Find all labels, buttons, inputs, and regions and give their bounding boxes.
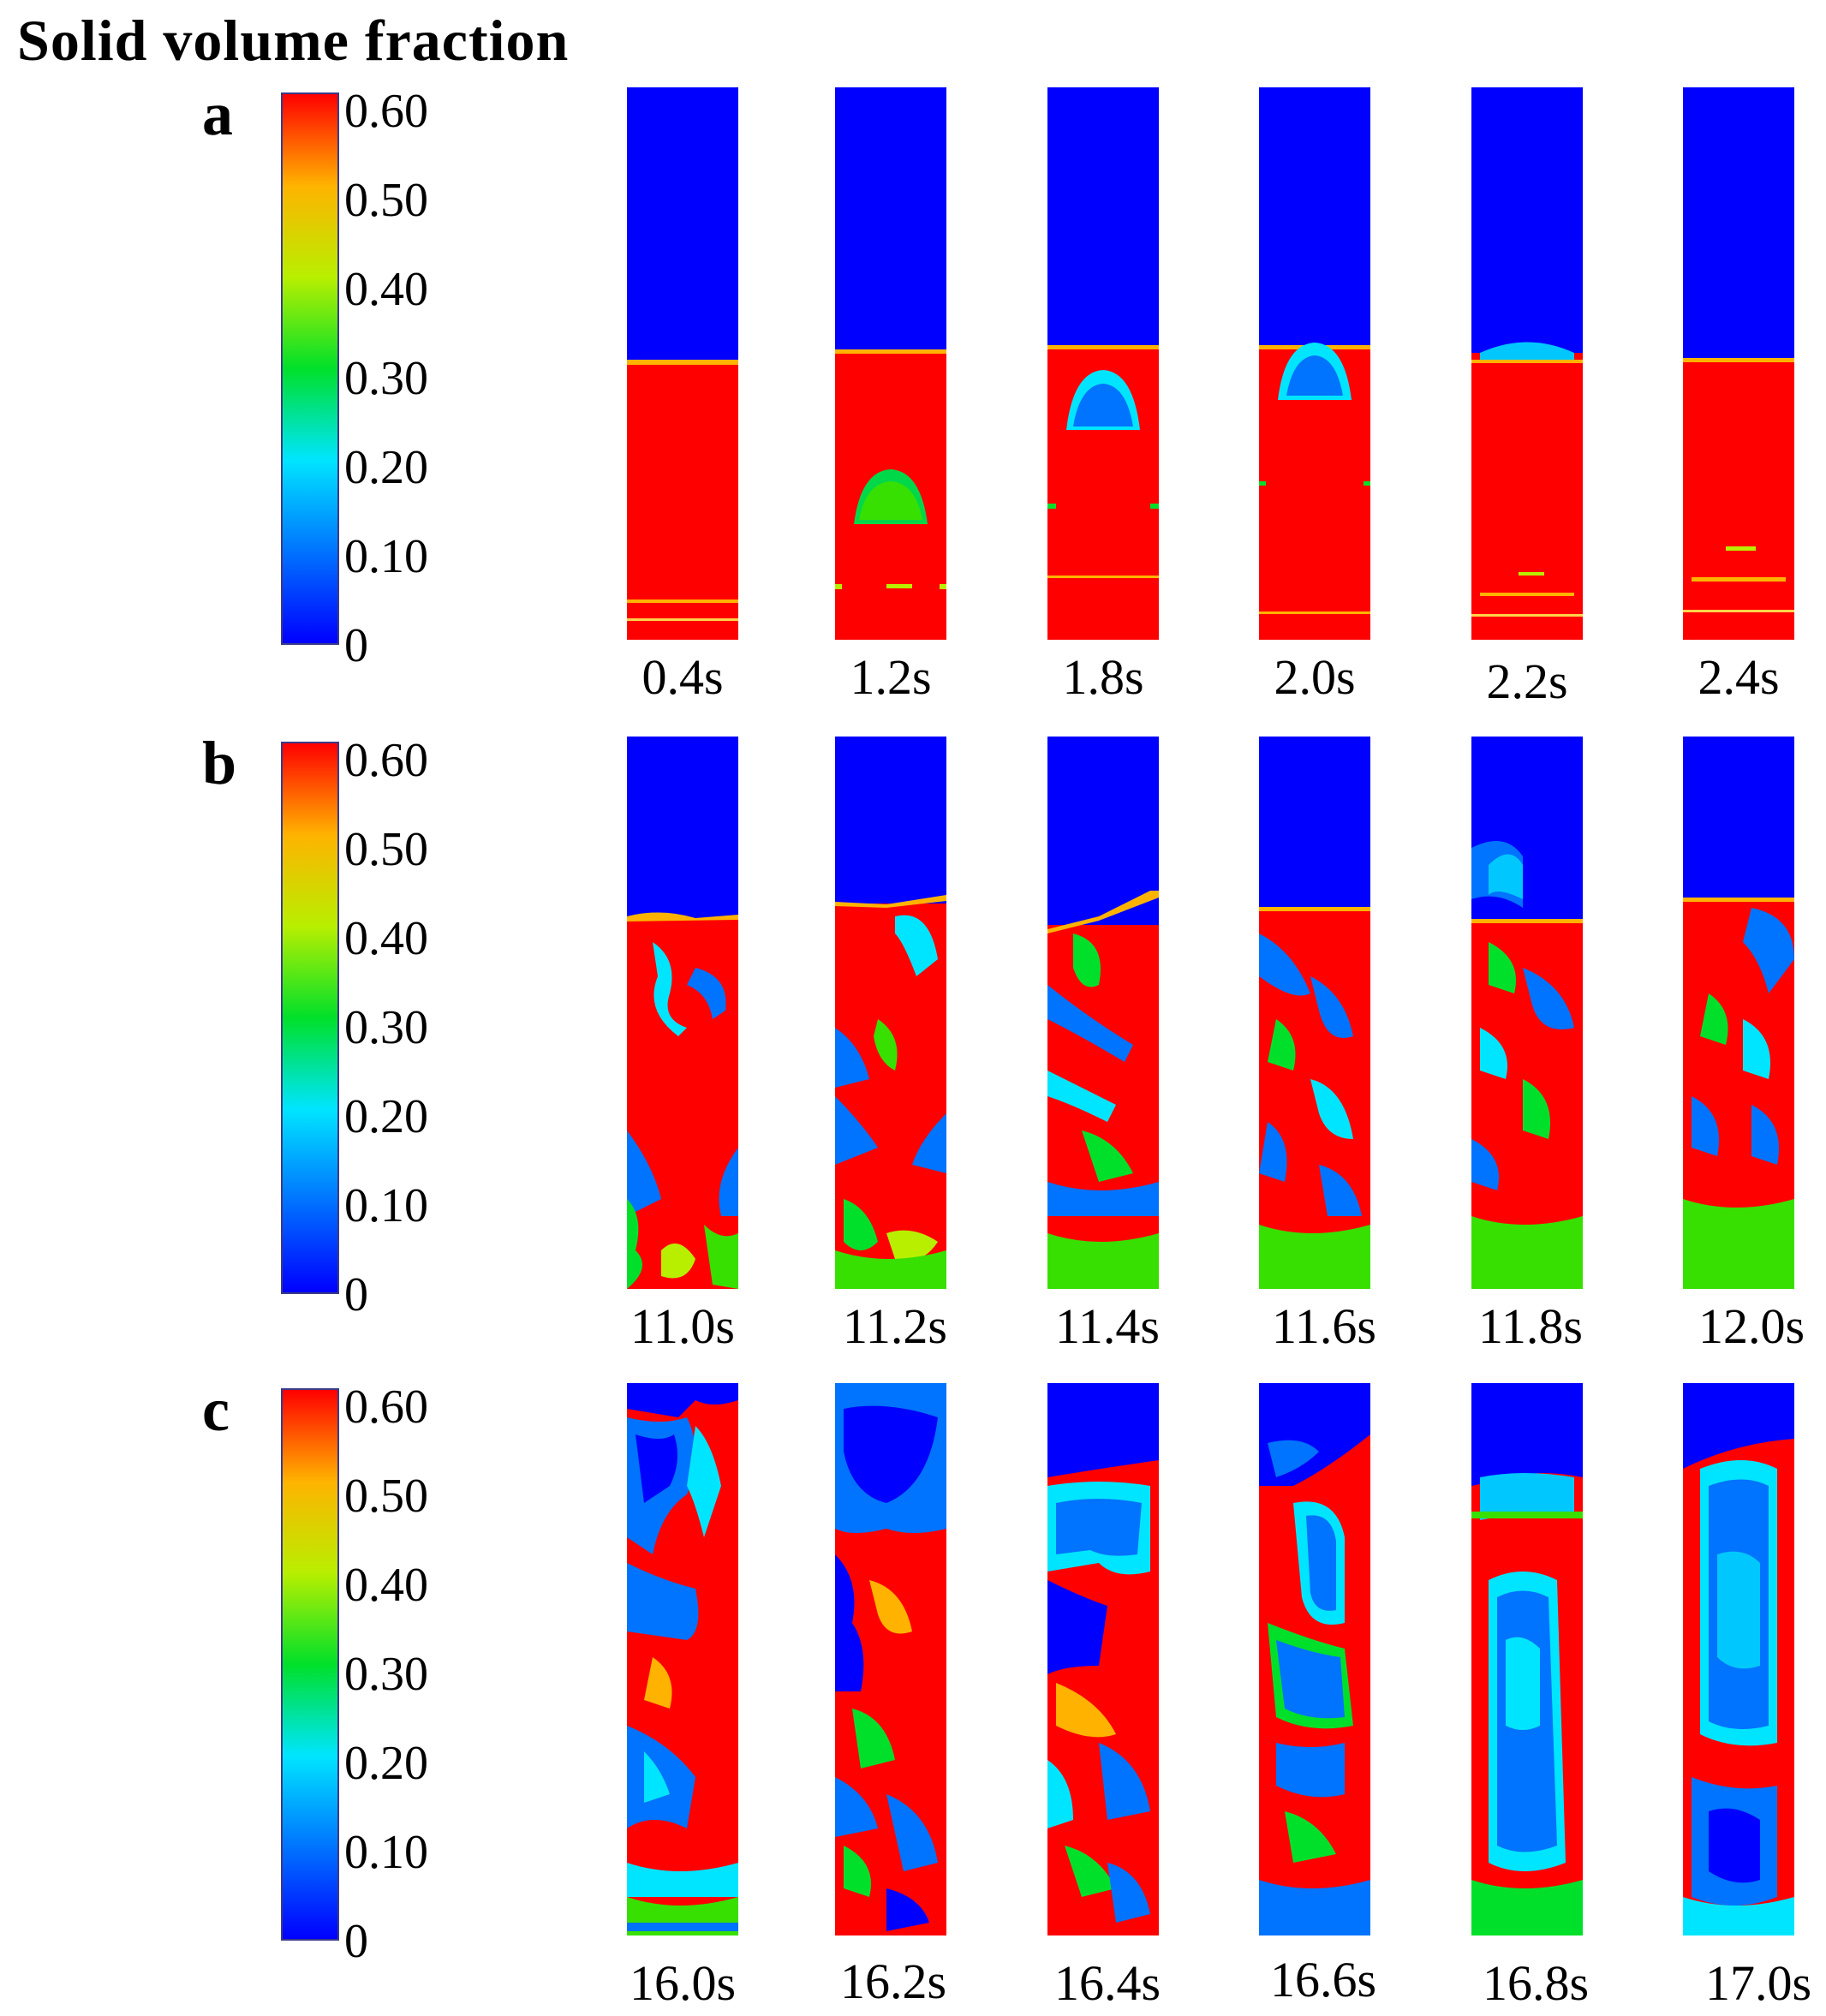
colorbar-tick: 0.40 [344,912,428,965]
colorbar-tick: 0.50 [344,174,428,227]
colorbar-tick: 0 [344,1915,368,1968]
contour-panel [1259,1383,1370,1935]
time-label: 1.8s [1062,649,1144,705]
contour-panel [1047,737,1159,1289]
time-label: 2.0s [1274,649,1356,705]
time-label: 16.2s [839,1953,947,2009]
colorbar [281,1388,339,1941]
colorbar-tick: 0.60 [344,734,428,787]
colorbar [281,742,339,1294]
contour-panel [1683,737,1794,1289]
time-label: 11.6s [1272,1298,1376,1354]
colorbar-tick: 0.20 [344,1737,428,1790]
contour-panel [627,1383,738,1935]
time-label: 2.4s [1698,649,1780,705]
contour-panel [835,1383,946,1935]
time-label: 16.8s [1482,1955,1590,2011]
colorbar-tick: 0 [344,619,368,672]
contour-panel [1259,87,1370,640]
colorbar-tick: 0.40 [344,1559,428,1612]
row-c: c 0.60 0.50 0.40 0.30 0.20 0.10 0 [0,1375,1826,2008]
contour-panel [1471,87,1583,640]
contour-panel [1471,737,1583,1289]
time-label: 11.0s [630,1298,735,1354]
time-label: 0.4s [641,649,724,705]
row-b: b 0.60 0.50 0.40 0.30 0.20 0.10 0 [0,728,1826,1362]
row-label: c [202,1375,230,1444]
time-label: 12.0s [1698,1298,1805,1354]
contour-panel [1047,1383,1159,1935]
colorbar-tick: 0.30 [344,1001,428,1054]
row-label: a [202,80,233,148]
contour-panel [627,87,738,640]
row-label: b [202,729,237,797]
time-label: 16.0s [629,1955,737,2011]
time-label: 17.0s [1704,1955,1812,2011]
time-label: 11.4s [1055,1298,1160,1354]
time-label: 16.4s [1053,1955,1161,2011]
contour-panel [1047,87,1159,640]
colorbar-tick: 0.40 [344,263,428,316]
row-a: a 0.60 0.50 0.40 0.30 0.20 0.10 0 [0,79,1826,713]
colorbar-tick: 0.50 [344,823,428,876]
colorbar-tick: 0.10 [344,1826,428,1879]
time-label: 1.2s [850,649,932,705]
time-label: 16.6s [1269,1952,1377,2007]
colorbar-tick: 0.30 [344,352,428,405]
colorbar-tick: 0.20 [344,1090,428,1143]
contour-panel [1471,1383,1583,1935]
colorbar-tick: 0.50 [344,1470,428,1523]
contour-panel [1683,1383,1794,1935]
colorbar-tick: 0.60 [344,85,428,138]
time-label: 2.2s [1486,653,1568,709]
time-label: 11.2s [843,1298,947,1354]
time-label: 11.8s [1478,1298,1583,1354]
colorbar-tick: 0.20 [344,441,428,494]
contour-panel [1683,87,1794,640]
contour-panel [835,737,946,1289]
figure-title: Solid volume fraction [17,8,570,73]
colorbar [281,92,339,645]
contour-panel [1259,737,1370,1289]
colorbar-tick: 0.10 [344,1179,428,1232]
colorbar-tick: 0.30 [344,1648,428,1701]
colorbar-tick: 0.10 [344,530,428,583]
contour-panel [835,87,946,640]
contour-panel [627,737,738,1289]
colorbar-tick: 0.60 [344,1381,428,1434]
colorbar-tick: 0 [344,1268,368,1321]
